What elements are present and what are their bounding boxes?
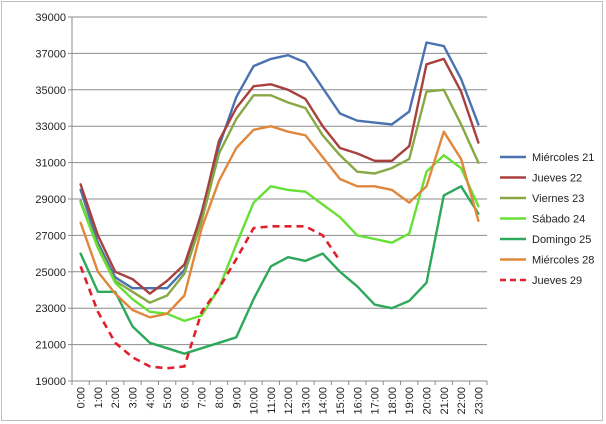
y-tick-label: 19000 (35, 376, 66, 388)
x-tick-label: 21:00 (439, 387, 451, 415)
y-tick-label: 33000 (35, 121, 66, 133)
y-tick-label: 25000 (35, 267, 66, 279)
y-tick-label: 27000 (35, 230, 66, 242)
legend-label: Jueves 29 (532, 275, 582, 287)
series-line-0 (79, 41, 480, 290)
x-tick-label: 16:00 (352, 387, 364, 415)
x-tick-label: 6:00 (179, 387, 191, 408)
x-tick-label: 14:00 (318, 387, 330, 415)
y-tick-label: 31000 (35, 158, 66, 170)
legend-label: Jueves 22 (532, 173, 582, 185)
y-tick-label: 37000 (35, 48, 66, 60)
x-tick-label: 0:00 (76, 387, 88, 408)
series-line-2 (79, 88, 480, 304)
x-tick-label: 1:00 (93, 387, 105, 408)
y-tick-label: 23000 (35, 303, 66, 315)
x-tick-label: 15:00 (335, 387, 347, 415)
series-line-1 (79, 57, 480, 295)
legend-label: Domingo 25 (532, 234, 591, 246)
x-tick-label: 8:00 (214, 387, 226, 408)
x-tick-label: 7:00 (197, 387, 209, 408)
x-tick-label: 5:00 (162, 387, 174, 408)
y-tick-label: 39000 (35, 12, 66, 24)
x-tick-label: 20:00 (421, 387, 433, 415)
x-tick-label: 19:00 (404, 387, 416, 415)
series-line-3 (79, 154, 480, 323)
x-tick-label: 2:00 (110, 387, 122, 408)
series-line-5 (79, 125, 480, 319)
y-tick-labels: 19000 21000 23000 25000 27000 29000 31000 33000… (35, 12, 66, 388)
x-tick-label: 10:00 (249, 387, 261, 415)
x-tick-label: 22:00 (456, 387, 468, 415)
x-tick-label: 4:00 (145, 387, 157, 408)
legend: Miércoles 21 Jueves 22 Viernes 23 Sábado 24… (500, 152, 594, 287)
x-tick-label: 17:00 (370, 387, 382, 415)
axes (68, 16, 488, 385)
y-tick-label: 21000 (35, 340, 66, 352)
x-tick-label: 18:00 (387, 387, 399, 415)
series-lines (79, 41, 480, 370)
x-tick-label: 11:00 (266, 387, 278, 414)
x-tick-label: 9:00 (231, 387, 243, 408)
legend-label: Viernes 23 (532, 193, 584, 205)
series-line-4 (79, 185, 480, 355)
x-tick-labels: 0:00 1:00 2:00 3:00 4:00 5:00 6:00 7:00 8:00 9:00… (76, 387, 486, 415)
series-line-6 (79, 225, 342, 370)
x-tick-label: 23:00 (473, 387, 485, 415)
legend-label: Miércoles 21 (532, 152, 594, 164)
x-tick-label: 3:00 (128, 387, 140, 408)
y-tick-label: 29000 (35, 194, 66, 206)
legend-label: Miércoles 28 (532, 255, 594, 267)
y-tick-label: 35000 (35, 85, 66, 97)
x-tick-label: 12:00 (283, 387, 295, 415)
legend-label: Sábado 24 (532, 214, 585, 226)
x-tick-label: 13:00 (300, 387, 312, 415)
